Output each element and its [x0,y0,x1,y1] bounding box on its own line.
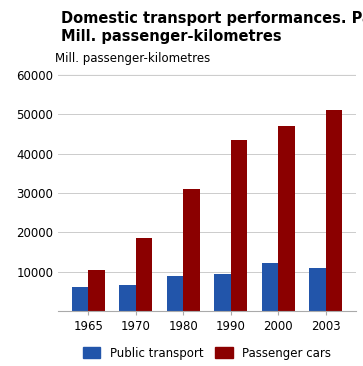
Bar [167,276,183,311]
Bar [326,110,342,311]
Text: Domestic transport performances. Passenger transport.
Mill. passenger-kilometres: Domestic transport performances. Passeng… [61,11,363,44]
Bar [309,268,326,311]
Text: Mill. passenger-kilometres: Mill. passenger-kilometres [55,52,210,66]
Bar [261,263,278,311]
Bar [231,140,247,311]
Bar [119,285,136,311]
Bar [214,274,231,311]
Bar [88,270,105,311]
Bar [183,189,200,311]
Bar [278,126,295,311]
Legend: Public transport, Passenger cars: Public transport, Passenger cars [78,342,336,364]
Bar [72,287,88,311]
Bar [136,238,152,311]
